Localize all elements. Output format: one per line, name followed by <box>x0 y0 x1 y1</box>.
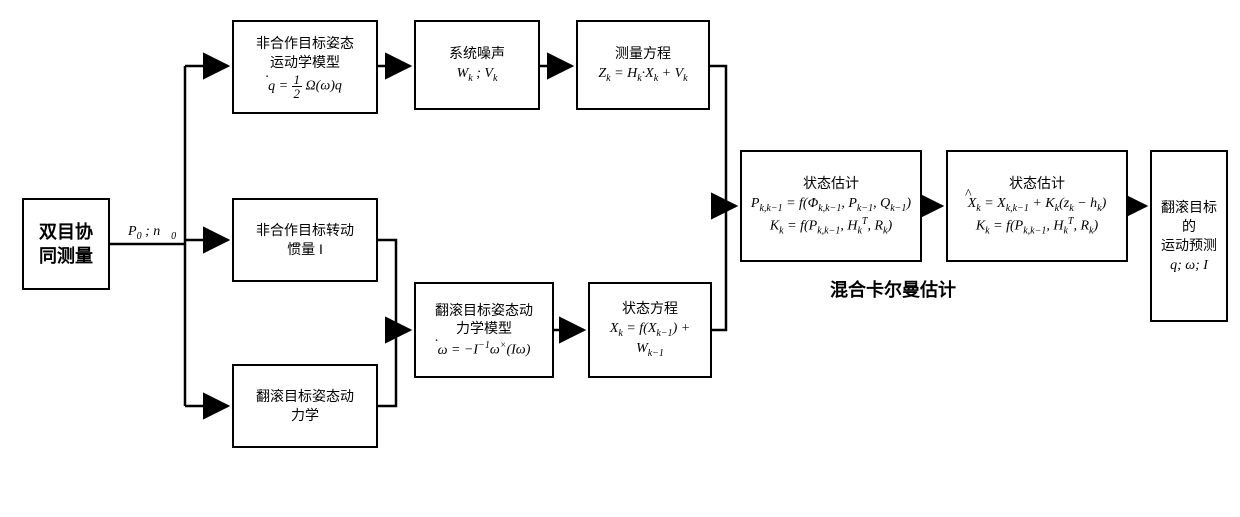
node-measurement-eq: 测量方程 Zk = Hk·Xk + Vk <box>576 20 710 110</box>
node-title: 状态估计 <box>803 174 859 193</box>
node-formula: ·q = 12 Ω(ω)q <box>268 73 342 100</box>
flowchart-canvas: 双目协 同测量 非合作目标姿态 运动学模型·q = 12 Ω(ω)q 系统噪声 W… <box>0 0 1240 517</box>
node-title: 翻滚目标的 运动预测 <box>1158 198 1220 255</box>
node-title: 双目协 同测量 <box>39 220 93 269</box>
node-state-estimate-2: 状态估计 ^Xk = Xk,k−1 + Kk(zk − hk)Kk = f(Pk,… <box>946 150 1128 262</box>
edge-label-initial: P0 ; n⃗0 <box>128 224 176 242</box>
node-formula: Xk = f(Xk−1) + Wk−1 <box>596 320 704 361</box>
node-state-equation: 状态方程 Xk = f(Xk−1) + Wk−1 <box>588 282 712 378</box>
node-formula: Zk = Hk·Xk + Vk <box>598 65 687 85</box>
node-formula: Wk ; Vk <box>457 65 498 85</box>
node-title: 测量方程 <box>615 44 671 63</box>
node-title: 状态方程 <box>622 299 678 318</box>
node-title: 翻滚目标姿态动 力学 <box>256 387 354 425</box>
node-formula: ·ω = −I−1ω×(Iω) <box>438 340 531 359</box>
node-inertia: 非合作目标转动 惯量 I <box>232 198 378 282</box>
node-formula: ^Xk = Xk,k−1 + Kk(zk − hk)Kk = f(Pk,k−1,… <box>968 195 1107 237</box>
node-title: 系统噪声 <box>449 44 505 63</box>
node-title: 翻滚目标姿态动 力学模型 <box>435 301 533 339</box>
node-title: 非合作目标转动 惯量 I <box>256 221 354 259</box>
node-dynamics-model: 翻滚目标姿态动 力学模型·ω = −I−1ω×(Iω) <box>414 282 554 378</box>
node-dynamics-text: 翻滚目标姿态动 力学 <box>232 364 378 448</box>
kalman-section-label: 混合卡尔曼估计 <box>830 276 956 302</box>
node-motion-prediction: 翻滚目标的 运动预测 q; ω; I <box>1150 150 1228 322</box>
node-kinematics-model: 非合作目标姿态 运动学模型·q = 12 Ω(ω)q <box>232 20 378 114</box>
node-source: 双目协 同测量 <box>22 198 110 290</box>
node-formula: Pk,k−1 = f(Φk,k−1, Pk−1, Qk−1)Kk = f(Pk,… <box>751 195 911 237</box>
node-title: 非合作目标姿态 运动学模型 <box>256 34 354 72</box>
node-system-noise: 系统噪声 Wk ; Vk <box>414 20 540 110</box>
node-formula: q; ω; I <box>1170 257 1208 275</box>
node-title: 状态估计 <box>1009 174 1065 193</box>
node-state-estimate-1: 状态估计 Pk,k−1 = f(Φk,k−1, Pk−1, Qk−1)Kk = f… <box>740 150 922 262</box>
